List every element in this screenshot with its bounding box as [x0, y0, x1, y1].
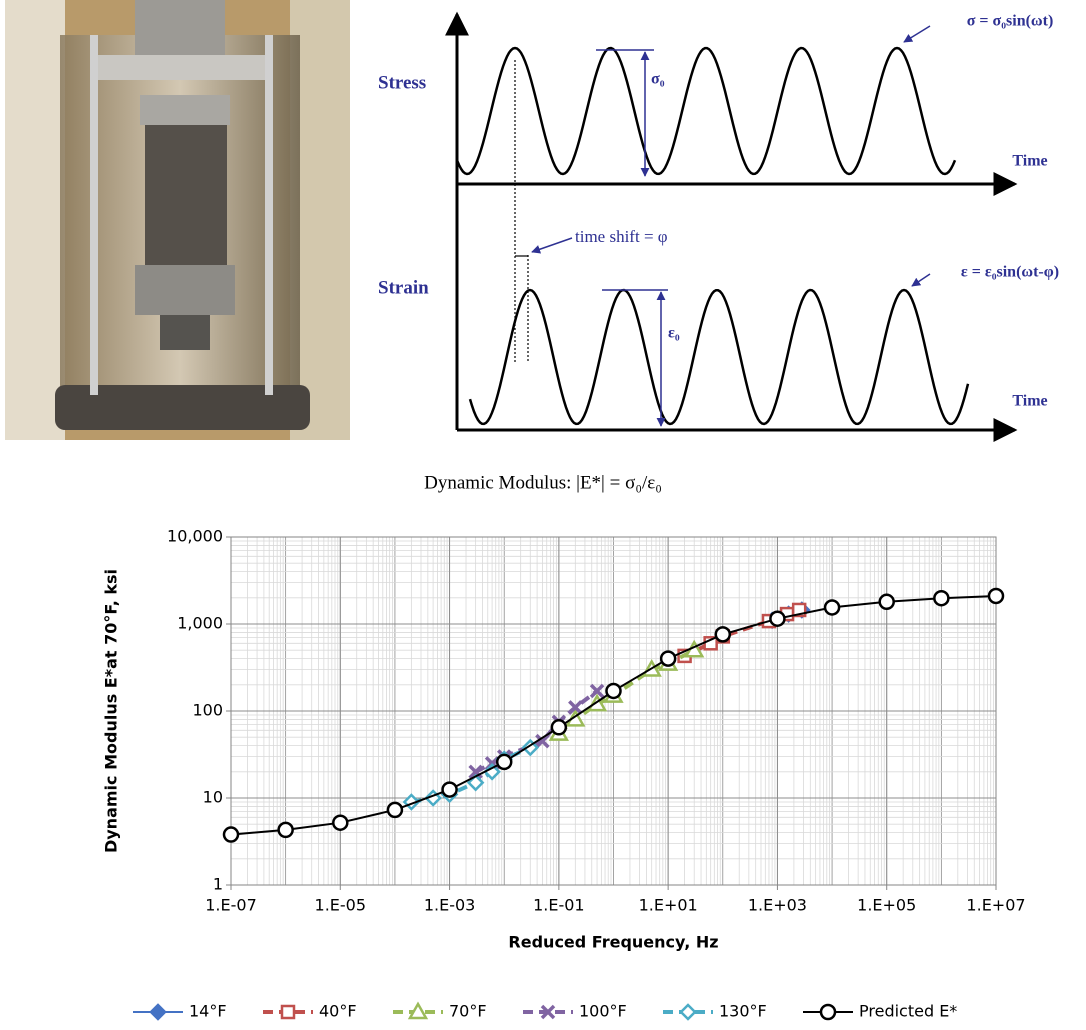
- marker: [332, 814, 349, 831]
- x-tick-label: 1.E+07: [966, 896, 1025, 915]
- marker: [495, 753, 513, 771]
- marker: [222, 826, 240, 843]
- marker: [441, 781, 458, 798]
- pointer: [911, 273, 931, 287]
- equation: ε = ε₀sin(ωt-φ): [961, 264, 1059, 281]
- legend-marker: [679, 1003, 697, 1021]
- marker: [386, 801, 404, 819]
- marker: [987, 587, 1005, 605]
- y-tick-label: 1,000: [177, 614, 223, 633]
- y-tick-label: 1: [213, 875, 223, 894]
- x-tick-label: 1.E-01: [533, 896, 585, 915]
- y-tick-label: 10,000: [167, 527, 223, 546]
- wave-diagram: [445, 11, 1018, 442]
- legend-label: 70°F: [449, 1002, 487, 1021]
- strain-label: Strain: [378, 277, 429, 298]
- time-label: Time: [1012, 393, 1047, 410]
- x-axis-title: Reduced Frequency, Hz: [508, 933, 718, 952]
- marker: [714, 626, 732, 643]
- marker: [823, 599, 841, 616]
- equation: σ = σ₀sin(ωt): [967, 13, 1054, 30]
- time-shift-label: time shift = φ: [575, 227, 668, 246]
- y-tick-label: 10: [203, 788, 223, 807]
- x-tick-label: 1.E+01: [639, 896, 698, 915]
- legend-marker: [280, 1004, 296, 1020]
- x-tick-label: 1.E-07: [205, 896, 257, 915]
- marker: [550, 719, 568, 736]
- plot-border: [230, 536, 997, 886]
- legend-label: 14°F: [189, 1002, 227, 1021]
- pointer: [531, 237, 573, 254]
- x-tick-label: 1.E+05: [857, 896, 916, 915]
- photo: [5, 0, 350, 440]
- x-tick-label: 1.E-03: [424, 896, 476, 915]
- marker: [605, 682, 622, 700]
- legend-label: Predicted E*: [859, 1002, 957, 1021]
- amplitude-label: ε₀: [668, 325, 680, 342]
- strain-wave: [468, 288, 970, 426]
- y-axis-title: Dynamic Modulus E*at 70°F, ksi: [102, 569, 121, 853]
- x-tick-label: 1.E-05: [315, 896, 367, 915]
- x-tick-label: 1.E+03: [748, 896, 807, 915]
- legend-label: 130°F: [719, 1002, 767, 1021]
- marker: [589, 683, 605, 699]
- marker: [535, 733, 550, 749]
- amplitude-label: σ₀: [651, 71, 665, 88]
- chart: 1 10 100 1,000 10,000 1.E-07 1.E-05 1.E-03 1.E-0…: [102, 527, 1026, 1021]
- legend-label: 100°F: [579, 1002, 627, 1021]
- marker: [521, 738, 540, 757]
- y-tick-label: 100: [192, 701, 223, 720]
- time-label: Time: [1012, 153, 1047, 170]
- marker: [933, 589, 950, 607]
- legend-marker: [407, 1001, 429, 1020]
- legend-marker: [819, 1003, 837, 1021]
- marker: [568, 700, 583, 715]
- legend-marker: [149, 1003, 167, 1021]
- marker: [878, 593, 895, 611]
- stress-label: Stress: [378, 72, 426, 93]
- legend-label: 40°F: [319, 1002, 357, 1021]
- legend-marker: [540, 1004, 556, 1020]
- formula: Dynamic Modulus: |E*| = σ₀/ε₀: [424, 472, 662, 493]
- marker: [468, 764, 483, 780]
- marker: [277, 821, 294, 839]
- marker: [769, 610, 786, 627]
- pointer: [903, 25, 931, 43]
- stress-wave: [455, 46, 957, 176]
- marker: [659, 650, 677, 667]
